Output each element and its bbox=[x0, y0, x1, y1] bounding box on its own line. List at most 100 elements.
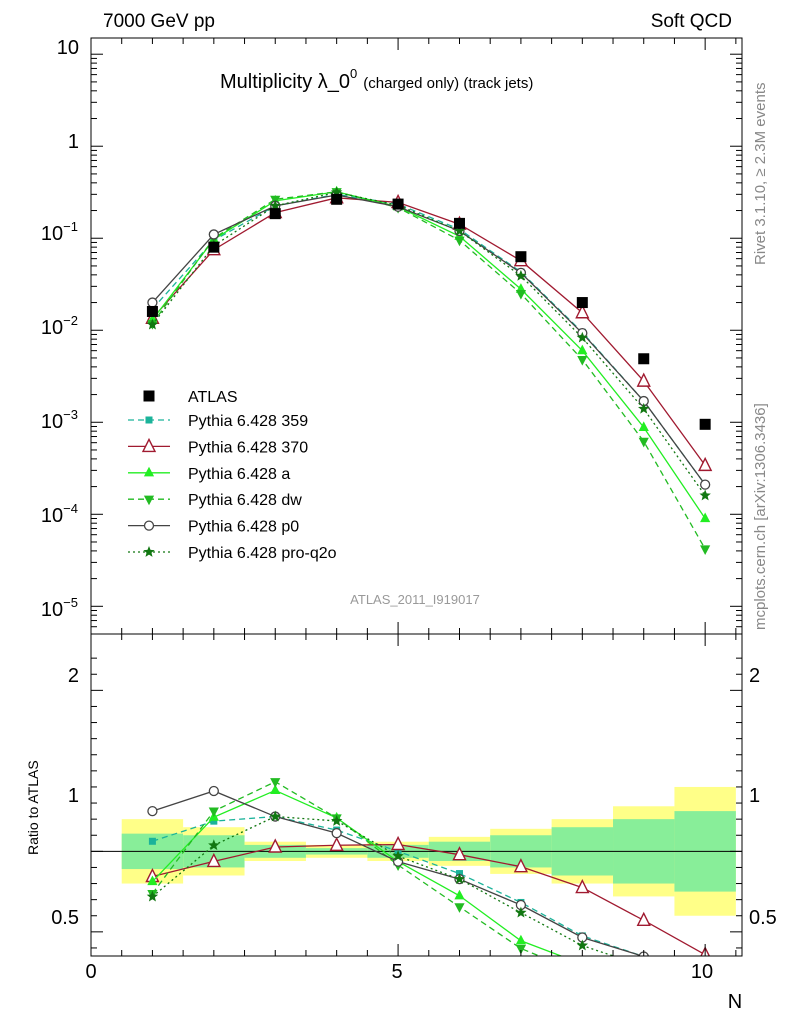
series-359-ratio-line bbox=[152, 815, 645, 956]
series-370-ratio-point bbox=[268, 838, 283, 853]
series-pro-q2o-ratio-point bbox=[208, 839, 220, 851]
series-dw-ratio-point bbox=[639, 988, 649, 998]
atlas-data-point bbox=[515, 251, 527, 263]
series-pro-q2o-point bbox=[515, 269, 527, 281]
legend-label: Pythia 6.428 dw bbox=[188, 492, 302, 509]
legend-marker bbox=[145, 416, 153, 424]
series-370-point bbox=[636, 372, 651, 387]
main-tick-label: 10 bbox=[57, 37, 79, 59]
series-370-point bbox=[698, 456, 713, 472]
series-dw-ratio-point bbox=[577, 970, 587, 980]
x-tick-label: 0 bbox=[85, 961, 96, 983]
series-pro-q2o-point bbox=[638, 402, 650, 414]
series-a-ratio-point bbox=[577, 958, 587, 968]
legend-label: Pythia 6.428 a bbox=[188, 466, 290, 483]
legend-marker bbox=[143, 520, 155, 531]
series-dw-point bbox=[638, 437, 649, 448]
legend-label: Pythia 6.428 pro-q2o bbox=[188, 545, 337, 562]
x-axis-label: N bbox=[728, 991, 742, 1013]
series-a-ratio-point bbox=[454, 889, 465, 900]
series-a-ratio-point bbox=[270, 784, 281, 795]
legend-atlas-marker bbox=[143, 390, 155, 402]
main-tick-label: 10−4 bbox=[41, 501, 78, 527]
main-tick-label: 10−5 bbox=[41, 595, 78, 621]
series-pro-q2o-point bbox=[269, 199, 281, 211]
ratio-tick-label-right: 0.5 bbox=[749, 907, 777, 929]
atlas-data-point bbox=[146, 305, 158, 317]
main-y-tick-labels: 10 1 10−1 10−2 10−3 10−4 10−5 bbox=[41, 37, 79, 621]
legend-marker bbox=[141, 437, 157, 453]
series-370-ratio-line bbox=[152, 843, 706, 956]
series-a-ratio-point bbox=[639, 977, 649, 987]
series-pro-q2o-ratio-point bbox=[269, 810, 281, 822]
legend-marker bbox=[143, 466, 155, 477]
x-tick-labels: 0 5 10 bbox=[85, 961, 713, 983]
series-p0-ratio-line bbox=[152, 790, 645, 956]
series-370-ratio-point bbox=[452, 846, 467, 861]
series-370-ratio-point bbox=[329, 836, 344, 851]
series-pro-q2o-ratio-point bbox=[638, 960, 649, 971]
ratio-tick-label-right: 2 bbox=[749, 665, 760, 687]
series-pro-q2o-ratio-point bbox=[576, 939, 589, 951]
series-370-ratio-point bbox=[513, 858, 529, 873]
ratio-tick-label: 1 bbox=[68, 785, 79, 807]
series-a-ratio-point bbox=[147, 875, 158, 886]
series-a-point bbox=[577, 344, 588, 355]
ratio-plot-area bbox=[145, 778, 711, 1001]
series-370-point bbox=[575, 304, 590, 319]
legend-marker bbox=[143, 546, 155, 557]
main-tick-label: 10−3 bbox=[41, 407, 78, 433]
analysis-watermark: ATLAS_2011_I919017 bbox=[350, 592, 480, 607]
ratio-y-axis-label: Ratio to ATLAS bbox=[25, 760, 41, 855]
series-pro-q2o-point bbox=[453, 224, 466, 236]
series-359-ratio-point bbox=[148, 837, 156, 845]
series-p0-point bbox=[208, 229, 219, 240]
ratio-frame bbox=[90, 633, 743, 957]
series-dw-point bbox=[515, 290, 527, 300]
series-dw-point bbox=[577, 355, 588, 366]
series-pro-q2o-ratio-point bbox=[330, 814, 343, 826]
ratio-tick-label: 0.5 bbox=[51, 907, 79, 929]
x-tick-label: 10 bbox=[691, 961, 713, 983]
atlas-data-point bbox=[699, 418, 711, 430]
series-370-ratio-point bbox=[206, 852, 221, 868]
series-p0-ratio-point bbox=[208, 785, 219, 797]
series-dw-point bbox=[700, 545, 711, 555]
axis-frames bbox=[90, 37, 743, 957]
legend-label: Pythia 6.428 370 bbox=[188, 439, 308, 456]
series-dw-ratio-point bbox=[515, 944, 527, 955]
series-a-ratio-point bbox=[700, 991, 710, 1001]
series-p0-ratio-point bbox=[331, 827, 342, 839]
series-pro-q2o-ratio-point bbox=[453, 873, 466, 884]
series-pro-q2o-ratio-point bbox=[392, 850, 404, 861]
series-dw-point bbox=[454, 236, 465, 247]
atlas-data-point bbox=[453, 217, 465, 229]
series-370-ratio-point bbox=[575, 879, 590, 894]
rivet-label: Rivet 3.1.10, ≥ 2.3M events bbox=[752, 83, 769, 266]
series-a-point bbox=[700, 512, 711, 523]
series-dw-ratio-point bbox=[454, 903, 465, 913]
series-pro-q2o-point bbox=[699, 489, 711, 501]
atlas-data-point bbox=[392, 198, 404, 210]
atlas-data-point bbox=[208, 241, 220, 253]
series-pro-q2o-ratio-point bbox=[146, 890, 159, 902]
plot-title: Multiplicity λ_00 (charged only) (track j… bbox=[220, 66, 533, 93]
legend-marker bbox=[143, 495, 155, 506]
series-dw-line bbox=[151, 191, 706, 550]
series-pro-q2o-ratio-point bbox=[515, 906, 527, 918]
series-370-ratio-point bbox=[390, 835, 406, 851]
main-tick-label: 1 bbox=[68, 131, 79, 153]
series-359-ratio-point bbox=[210, 817, 218, 825]
ratio-tick-label-right: 1 bbox=[749, 785, 760, 807]
ratio-y-tick-labels: 2 1 0.5 2 1 0.5 bbox=[51, 665, 777, 929]
series-370-ratio-point bbox=[636, 911, 651, 927]
plot-title-main: Multiplicity λ_0 bbox=[220, 71, 350, 93]
series-pro-q2o-point bbox=[576, 331, 589, 343]
series-370-line bbox=[151, 197, 706, 466]
series-pro-q2o-line bbox=[151, 191, 706, 496]
series-pro-q2o-point bbox=[330, 186, 343, 198]
series-p0-point bbox=[700, 479, 711, 490]
atlas-data-point bbox=[576, 297, 588, 309]
main-tick-label: 10−1 bbox=[41, 219, 78, 245]
